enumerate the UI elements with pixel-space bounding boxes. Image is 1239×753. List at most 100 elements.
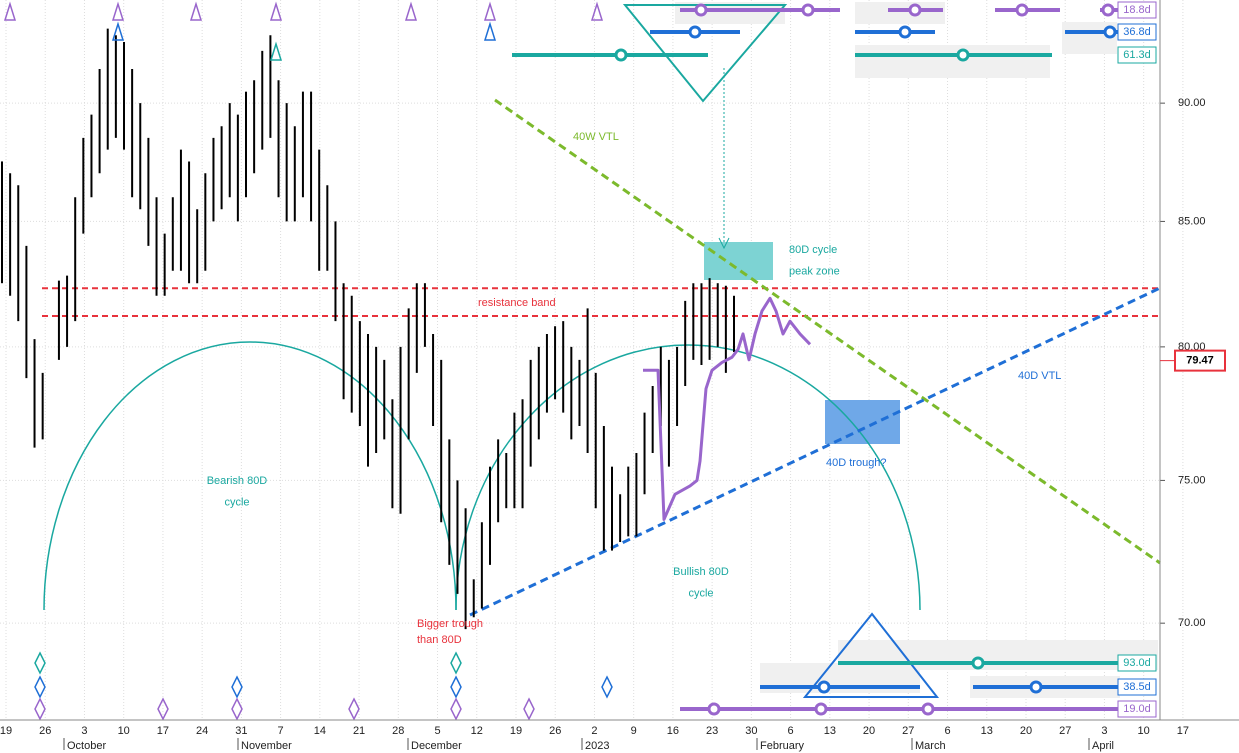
peak-arrow-head — [718, 237, 730, 250]
cycle-label-box — [1117, 654, 1157, 672]
cycle-label-box — [1117, 46, 1157, 64]
x-tick-label: 9 — [631, 725, 637, 737]
vtl-40d — [469, 286, 1161, 617]
x-tick-label: 19 — [510, 725, 522, 737]
x-tick-label: 24 — [196, 725, 208, 737]
cycle-label-box — [1117, 1, 1157, 19]
cycle-trough-glyph — [523, 697, 535, 721]
x-tick-label: 20 — [863, 725, 875, 737]
cycle-peak-glyph — [3, 1, 17, 21]
y-tick-label: 90.00 — [1178, 97, 1206, 109]
vtl-40w — [494, 98, 1161, 565]
cycle-peak-glyph — [590, 1, 604, 21]
y-tick-label: 85.00 — [1178, 215, 1206, 227]
peak-zone-box — [704, 242, 773, 280]
month-label: December — [411, 740, 462, 752]
annotation: cycle — [688, 588, 713, 600]
cycle-trough-glyph — [348, 697, 360, 721]
cycle-marker — [921, 702, 935, 716]
cycle-marker — [971, 656, 985, 670]
x-tick-label: 17 — [1177, 725, 1189, 737]
cycle-label-box — [1117, 23, 1157, 41]
cycle-trough-glyph — [450, 675, 462, 699]
annotation: 40D VTL — [1018, 370, 1061, 382]
x-tick-label: 6 — [944, 725, 950, 737]
cycle-peak-glyph — [269, 41, 283, 61]
y-tick-label: 75.00 — [1178, 474, 1206, 486]
cycle-peak-glyph — [483, 1, 497, 21]
cycle-label-box — [1117, 700, 1157, 718]
cycle-marker — [908, 3, 922, 17]
cycle-marker — [801, 3, 815, 17]
x-tick-label: 10 — [1138, 725, 1150, 737]
cycle-trough-glyph — [231, 675, 243, 699]
x-tick-label: 12 — [471, 725, 483, 737]
cycle-marker — [814, 702, 828, 716]
cycle-trough-glyph — [157, 697, 169, 721]
x-tick-label: 28 — [392, 725, 404, 737]
cycle-label: 61.3d — [1123, 49, 1151, 61]
x-tick-label: 23 — [706, 725, 718, 737]
cycle-marker — [614, 48, 628, 62]
x-tick-label: 17 — [157, 725, 169, 737]
x-tick-label: 13 — [824, 725, 836, 737]
x-tick-label: 16 — [667, 725, 679, 737]
annotation: 80D cycle — [789, 244, 837, 256]
last-price-label: 79.47 — [1186, 355, 1214, 367]
last-price-box — [1174, 349, 1226, 372]
month-label: November — [241, 740, 292, 752]
month-label: February — [760, 740, 805, 752]
x-tick-label: 26 — [39, 725, 51, 737]
cycle-shade — [838, 640, 1158, 670]
x-tick-label: 7 — [278, 725, 284, 737]
annotation: than 80D — [417, 634, 462, 646]
cycle-marker — [694, 3, 708, 17]
cycle-trough-glyph — [34, 697, 46, 721]
month-label: April — [1092, 740, 1114, 752]
cycle-marker — [1029, 680, 1043, 694]
cycle-label: 19.0d — [1123, 703, 1151, 715]
cycle-shade — [855, 45, 1050, 78]
x-tick-label: 5 — [434, 725, 440, 737]
month-label: 2023 — [585, 740, 609, 752]
projection-line — [643, 296, 812, 521]
cycle-trough-glyph — [450, 697, 462, 721]
cycle-peak-glyph — [483, 21, 497, 41]
cycle-peak-glyph — [111, 1, 125, 21]
x-tick-label: 31 — [235, 725, 247, 737]
x-tick-label: 3 — [81, 725, 87, 737]
month-label: March — [915, 740, 946, 752]
y-tick-label: 70.00 — [1178, 617, 1206, 629]
cycle-marker — [1101, 3, 1115, 17]
annotation: cycle — [224, 497, 249, 509]
cycle-trough-glyph — [34, 675, 46, 699]
x-tick-label: 13 — [981, 725, 993, 737]
cycle-marker — [956, 48, 970, 62]
bullish-cycle-arc — [455, 344, 921, 611]
month-label: October — [67, 740, 106, 752]
annotation: 40D trough? — [826, 457, 887, 469]
cycle-trough-glyph — [450, 651, 462, 675]
cycle-marker — [817, 680, 831, 694]
cycle-peak-glyph — [404, 1, 418, 21]
bearish-cycle-arc — [43, 341, 457, 611]
x-tick-label: 14 — [314, 725, 326, 737]
cycle-label: 93.0d — [1123, 657, 1151, 669]
cycle-marker — [1015, 3, 1029, 17]
cycle-shade — [855, 2, 945, 24]
annotation: peak zone — [789, 266, 840, 278]
cycle-peak-glyph — [269, 1, 283, 21]
cycle-marker — [1103, 25, 1117, 39]
x-tick-label: 3 — [1101, 725, 1107, 737]
cycle-label-box — [1117, 678, 1157, 696]
cycle-label: 18.8d — [1123, 4, 1151, 16]
cycle-trough-glyph — [601, 675, 613, 699]
x-tick-label: 20 — [1020, 725, 1032, 737]
cycle-peak-glyph — [189, 1, 203, 21]
x-tick-label: 27 — [1059, 725, 1071, 737]
cycle-marker — [707, 702, 721, 716]
cycle-peak-glyph — [111, 21, 125, 41]
cycle-marker — [688, 25, 702, 39]
x-tick-label: 6 — [788, 725, 794, 737]
annotation: Bearish 80D — [207, 475, 268, 487]
